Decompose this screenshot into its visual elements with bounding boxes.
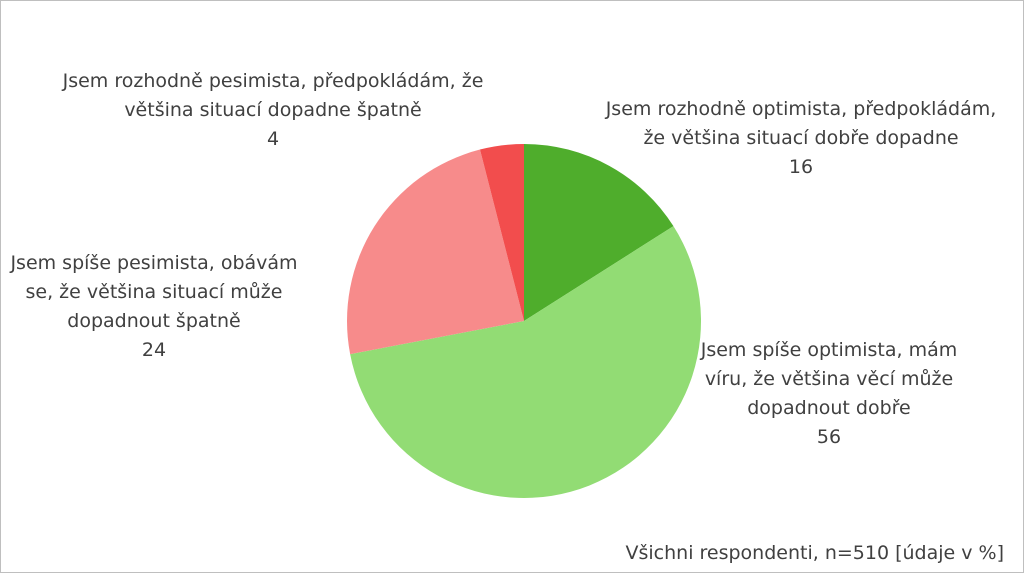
slice-value-2: 56: [817, 426, 841, 448]
pie-slice-1: [524, 144, 674, 321]
sample-note: Všichni respondenti, n=510 [údaje v %]: [625, 542, 1004, 564]
slice-label-line: Jsem spíše optimista, mám: [700, 339, 958, 361]
pie-slice-3: [347, 149, 524, 355]
slice-label-line: Jsem spíše pesimista, obávám: [9, 252, 297, 274]
slice-label-line: většina situací dopadne špatně: [124, 99, 421, 121]
pie-slice-4: [479, 144, 524, 321]
slice-value-4: 4: [267, 128, 279, 150]
slice-value-3: 24: [142, 339, 166, 361]
slice-label-1: Jsem rozhodně optimista, předpokládám, že…: [605, 98, 997, 178]
slice-label-2: Jsem spíše optimista, mám víru, že většin…: [700, 339, 958, 448]
slice-label-line: Jsem rozhodně pesimista, předpokládám, ž…: [62, 70, 484, 92]
slice-label-line: víru, že většina věcí může: [705, 368, 953, 390]
slice-label-3: Jsem spíše pesimista, obávám se, že větši…: [9, 252, 297, 361]
slice-label-line: že většina situací dobře dopadne: [643, 127, 958, 149]
pie-slices: [347, 144, 702, 499]
slice-label-line: dopadnout dobře: [747, 397, 910, 419]
slice-value-1: 16: [789, 156, 813, 178]
slice-label-line: se, že většina situací může: [26, 281, 283, 303]
slice-label-line: dopadnout špatně: [67, 310, 240, 332]
pie-slice-2: [350, 226, 702, 499]
slice-label-4: Jsem rozhodně pesimista, předpokládám, ž…: [62, 70, 484, 150]
slice-label-line: Jsem rozhodně optimista, předpokládám,: [605, 98, 997, 120]
pie-labels: Jsem rozhodně optimista, předpokládám, že…: [9, 70, 996, 448]
